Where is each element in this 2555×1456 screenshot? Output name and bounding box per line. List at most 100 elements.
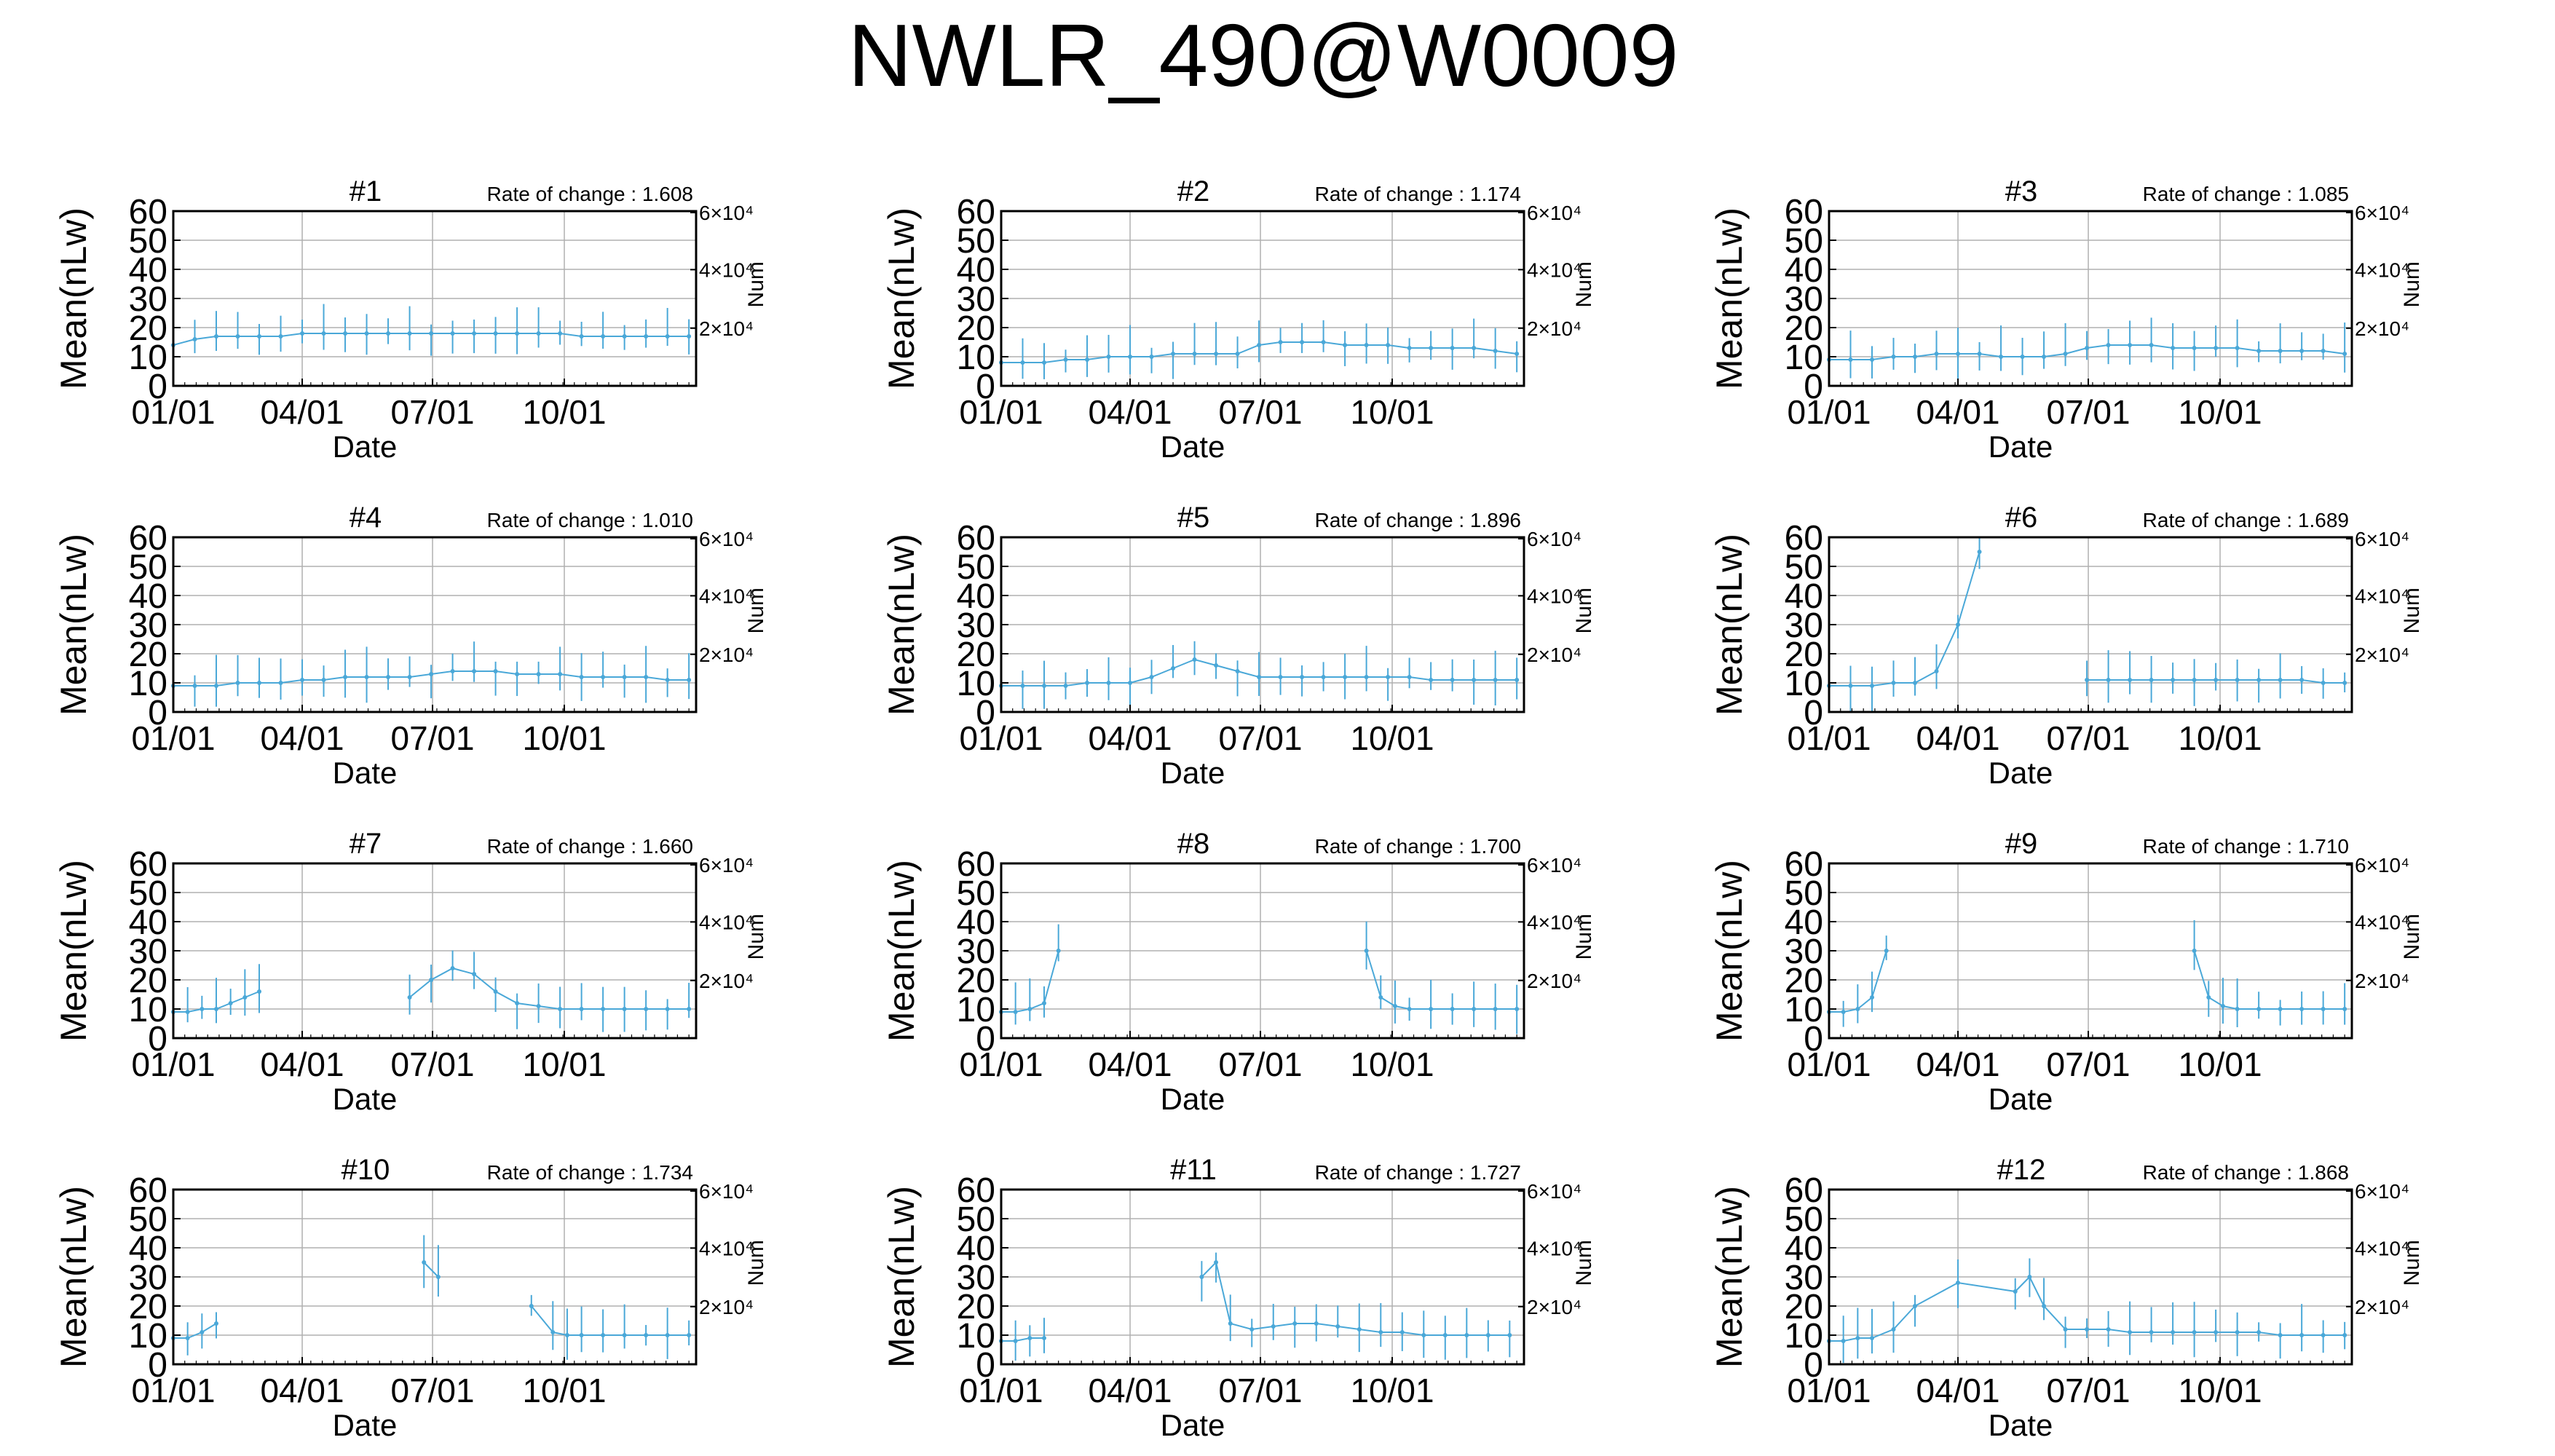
data-point — [493, 331, 498, 336]
data-point — [1507, 1333, 1512, 1337]
data-point — [343, 675, 348, 679]
y2-tick-label: 2×10⁴ — [699, 644, 754, 666]
data-point — [2042, 355, 2047, 359]
data-point — [364, 331, 369, 336]
data-point — [493, 989, 498, 994]
x-axis-label: Date — [1989, 430, 2053, 464]
data-point — [435, 1275, 441, 1279]
data-point — [1870, 357, 1875, 362]
data-point — [1314, 1321, 1319, 1326]
data-point — [2149, 678, 2154, 682]
data-point — [1364, 675, 1369, 679]
data-point — [407, 995, 412, 1000]
y-tick-label: 10 — [129, 339, 167, 377]
y-tick-label: 0 — [976, 1346, 995, 1385]
data-point — [2192, 949, 2197, 953]
y-tick-label: 30 — [129, 1259, 167, 1297]
y-tick-label: 10 — [957, 991, 995, 1029]
y-tick-label: 20 — [957, 309, 995, 348]
data-point — [1171, 352, 1176, 356]
rate-of-change-label: Rate of change : 1.085 — [2143, 183, 2349, 205]
y-tick-label: 0 — [148, 694, 167, 732]
data-point — [665, 334, 670, 339]
y2-axis-label: Num — [744, 261, 768, 307]
data-point — [2321, 349, 2326, 353]
data-point — [1841, 1339, 1846, 1343]
rate-of-change-label: Rate of change : 1.174 — [1315, 183, 1521, 205]
data-point — [343, 331, 348, 336]
data-point — [192, 684, 197, 688]
y-tick-label: 0 — [976, 368, 995, 406]
data-point — [278, 681, 283, 685]
y2-tick-label: 6×10⁴ — [699, 1180, 754, 1203]
data-point — [1421, 1333, 1426, 1337]
data-point — [579, 675, 584, 679]
data-point — [364, 675, 369, 679]
y-tick-label: 10 — [957, 339, 995, 377]
y2-tick-label: 2×10⁴ — [1527, 317, 1581, 340]
rate-of-change-label: Rate of change : 1.710 — [2143, 835, 2349, 858]
data-point — [1042, 1336, 1047, 1340]
y-tick-label: 0 — [1804, 1346, 1823, 1385]
x-axis-label: Date — [333, 1408, 398, 1442]
x-axis-label: Date — [1161, 1082, 1225, 1116]
y2-tick-label: 4×10⁴ — [1527, 1237, 1581, 1259]
data-point — [687, 678, 692, 682]
y-tick-label: 20 — [957, 1288, 995, 1326]
data-point — [2106, 343, 2111, 347]
data-point — [2192, 678, 2197, 682]
data-point — [1913, 1304, 1918, 1308]
data-point — [1493, 1007, 1498, 1011]
x-tick-label: 01/01 — [1787, 393, 1871, 431]
x-axis-label: Date — [1161, 1408, 1225, 1442]
x-tick-label: 07/01 — [2046, 719, 2130, 757]
y2-tick-label: 2×10⁴ — [699, 1296, 754, 1318]
x-tick-label: 04/01 — [260, 1045, 344, 1083]
x-axis-label: Date — [1989, 1408, 2053, 1442]
y-tick-label: 20 — [129, 1288, 167, 1326]
data-point — [214, 684, 219, 688]
x-tick-label: 07/01 — [390, 1045, 474, 1083]
y-tick-label: 0 — [976, 1020, 995, 1059]
y-axis-label: Mean(nLw) — [53, 207, 94, 389]
data-point — [622, 1333, 627, 1337]
y2-tick-label: 6×10⁴ — [1527, 202, 1581, 224]
data-point — [1472, 346, 1477, 350]
panel-title: #3 — [2005, 175, 2038, 207]
y-tick-label: 20 — [129, 636, 167, 674]
y-tick-label: 60 — [957, 845, 995, 884]
data-point — [1386, 343, 1391, 347]
data-point — [386, 331, 391, 336]
data-point — [450, 331, 455, 336]
x-tick-label: 04/01 — [260, 719, 344, 757]
y-tick-label: 10 — [129, 1317, 167, 1356]
y-tick-label: 0 — [1804, 694, 1823, 732]
data-point — [2085, 678, 2090, 682]
data-point — [1891, 681, 1896, 685]
y2-axis-label: Num — [2400, 261, 2424, 307]
series-line — [1001, 1261, 1510, 1342]
y-tick-label: 30 — [957, 933, 995, 971]
data-point — [2206, 995, 2211, 1000]
data-point — [1343, 343, 1348, 347]
y-axis-label: Mean(nLw) — [1709, 534, 1750, 716]
data-point — [1249, 1327, 1255, 1332]
data-point — [2321, 1007, 2326, 1011]
y-tick-label: 0 — [148, 1020, 167, 1059]
y2-tick-label: 6×10⁴ — [2355, 202, 2409, 224]
data-point — [493, 669, 498, 673]
x-tick-label: 10/01 — [2178, 1045, 2262, 1083]
y-tick-label: 60 — [129, 1171, 167, 1210]
data-point — [2085, 1327, 2090, 1332]
data-point — [1891, 355, 1896, 359]
y-axis-label: Mean(nLw) — [881, 1186, 922, 1368]
data-point — [235, 334, 240, 339]
y-tick-label: 50 — [957, 222, 995, 261]
y-tick-label: 50 — [1785, 222, 1823, 261]
data-point — [1450, 1007, 1455, 1011]
y-tick-label: 50 — [957, 874, 995, 913]
data-point — [472, 669, 477, 673]
